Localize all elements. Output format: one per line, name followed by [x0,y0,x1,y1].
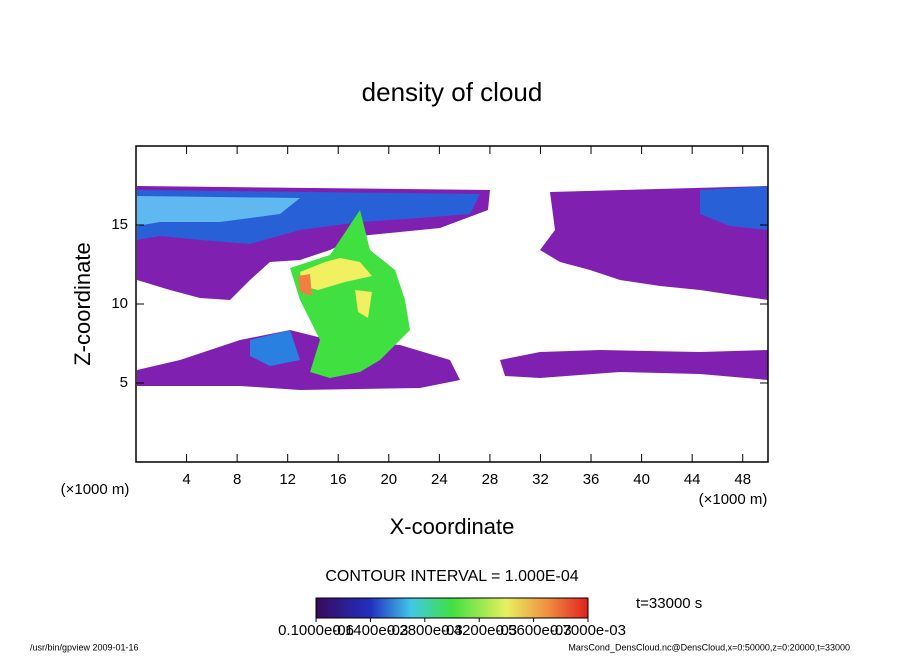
x-tick-label: 20 [380,471,397,488]
x-tick-label: 32 [532,471,549,488]
x-tick-label: 8 [233,471,241,488]
x-unit: (×1000 m) [699,491,768,508]
x-tick-label: 16 [330,471,347,488]
y-tick-label: 5 [120,374,128,391]
colorbar-tick-label: 0.2800e-03 [387,622,463,639]
colorbar-tick-label: 0.1400e-03 [332,622,408,639]
y-axis-label: Z-coordinate [70,242,95,366]
x-tick-label: 24 [431,471,448,488]
colorbar-tick-label: 0.4200e-03 [441,622,517,639]
footer-right: MarsCond_DensCloud.nc@DensCloud,x=0:5000… [568,642,850,652]
contour-interval: CONTOUR INTERVAL = 1.000E-04 [325,568,578,585]
x-axis-label: X-coordinate [390,514,515,539]
x-tick-label: 48 [734,471,751,488]
time-label: t=33000 s [636,595,702,612]
footer-left: /usr/bin/gpview 2009-01-16 [30,642,139,652]
chart-title: density of cloud [362,77,543,107]
colorbar-tick-label: 0.5600e-03 [496,622,572,639]
y-tick-label: 15 [111,216,128,233]
x-tick-label: 44 [684,471,701,488]
x-tick-label: 28 [482,471,499,488]
cloud-field [137,186,768,390]
colorbar [315,597,589,619]
x-tick-label: 4 [182,471,190,488]
y-unit: (×1000 m) [61,481,130,498]
x-tick-label: 36 [583,471,600,488]
x-tick-label: 12 [279,471,296,488]
colorbar-tick-label: 0.7000e-03 [550,622,626,639]
colorbar-tick-label: 0.1000e-06 [278,622,354,639]
y-tick-label: 10 [111,295,128,312]
x-tick-label: 40 [633,471,650,488]
